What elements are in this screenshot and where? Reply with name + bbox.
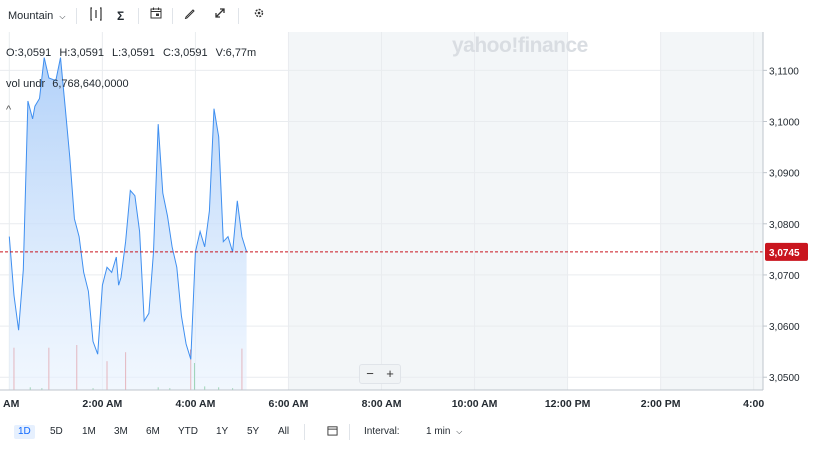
interval-dropdown[interactable]: 1 min ⌵ [422,425,466,439]
ohlc-readout: O:3,0591 H:3,0591 L:3,0591 C:3,0591 V:6,… [6,47,261,59]
events-icon[interactable] [150,7,162,25]
y-tick-label: 3,1100 [769,66,799,77]
timezone-label: Mountain [8,10,54,22]
x-tick-label: 2:00 AM [82,398,122,410]
last-price-tag [765,242,808,261]
toolbar-divider [172,8,173,24]
toolbar-divider [238,8,239,24]
fullscreen-icon[interactable] [214,7,226,25]
price-line[interactable] [8,57,248,360]
indicators-icon[interactable]: Σ [117,9,125,23]
range-button-5d[interactable]: 5D [50,426,63,437]
range-button-6m[interactable]: 6M [146,426,160,437]
x-tick-label: 2:00 PM [641,398,681,410]
y-tick-label: 3,0900 [769,169,800,180]
zoom-control: − + [359,364,401,384]
x-tick-label: 4:00 [743,398,764,410]
range-button-1d[interactable]: 1D [14,425,35,439]
range-divider [349,424,350,440]
yahoo-finance-watermark: yahoo!finance [452,34,588,57]
volume-indicator-value: 6,768,640,0000 [52,78,129,90]
x-tick-label: 8:00 AM [362,398,402,410]
open-value: O:3,0591 [6,47,52,59]
after-hours-shade [660,32,763,390]
interval-value: 1 min [426,426,451,437]
interval-label: Interval: [364,426,400,437]
range-button-3m[interactable]: 3M [114,426,128,437]
compare-icon[interactable] [90,7,102,27]
chevron-down-icon: ⌵ [456,427,463,436]
settings-icon[interactable] [253,7,265,25]
volume-indicator-label: vol undr [6,78,46,90]
high-value: H:3,0591 [59,47,104,59]
range-button-ytd[interactable]: YTD [178,426,198,437]
chart-toolbar: Mountain ⌵ Σ [0,0,820,32]
y-tick-label: 3,0600 [769,322,800,333]
y-tick-label: 3,0500 [769,373,800,384]
zoom-in-button[interactable]: + [386,366,394,381]
y-tick-label: 3,1000 [769,118,800,129]
timezone-dropdown[interactable]: Mountain ⌵ [8,7,65,26]
range-button-all[interactable]: All [278,426,290,437]
last-price-label: 3,0745 [769,248,800,259]
range-button-1y[interactable]: 1Y [216,426,229,437]
low-value: L:3,0591 [112,47,155,59]
collapse-legend-icon[interactable]: ^ [6,104,12,116]
volume-indicator-legend[interactable]: vol undr 6,768,640,0000 [6,78,129,90]
x-tick-label: 6:00 AM [269,398,309,410]
close-value: C:3,0591 [162,47,208,59]
x-tick-label: 10:00 AM [452,398,498,410]
date-picker-icon[interactable] [323,425,342,441]
range-button-5y[interactable]: 5Y [247,426,260,437]
range-divider [304,424,305,440]
range-bar: 1D 5D 1M 3M 6M YTD 1Y 5Y All Interval: 1 min ⌵ [0,420,820,444]
y-tick-label: 3,0800 [769,220,800,231]
after-hours-shade [288,32,568,390]
y-tick-label: 3,0700 [769,271,800,282]
range-button-1m[interactable]: 1M [82,426,96,437]
x-tick-label: 12:00 PM [545,398,591,410]
toolbar-divider [138,8,139,24]
x-tick-label: 4:00 AM [175,398,215,410]
chevron-down-icon: ⌵ [59,12,66,21]
zoom-out-button[interactable]: − [366,366,374,381]
toolbar-divider [76,8,77,24]
price-area-fill [9,57,247,390]
volume-value: V:6,77m [215,47,257,59]
draw-icon[interactable] [184,7,196,25]
x-tick-label: AM [3,398,20,410]
